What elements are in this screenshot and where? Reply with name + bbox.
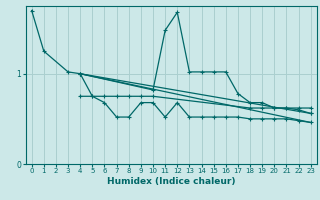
X-axis label: Humidex (Indice chaleur): Humidex (Indice chaleur): [107, 177, 236, 186]
